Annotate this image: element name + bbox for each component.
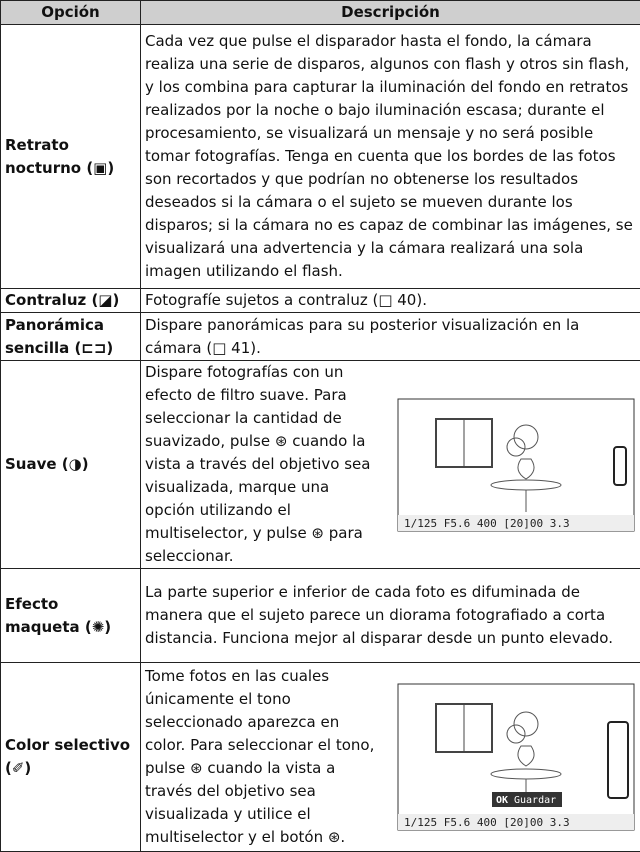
row: Color selectivo (✐) Tome fotos en las cu… <box>1 663 640 852</box>
option: Color selectivo (✐) <box>1 663 141 852</box>
header-row: Opción Descripción <box>1 1 640 25</box>
option: Efecto maqueta (✺) <box>1 569 141 663</box>
description-cell: Tome fotos en las cuales únicamente el t… <box>141 663 640 852</box>
row: Panorámica sencilla (⊏⊐) Dispare panorám… <box>1 313 640 361</box>
header-cell: Opción <box>1 1 141 25</box>
description: Fotografíe sujetos a contraluz (□ 40). <box>141 289 640 313</box>
option: Panorámica sencilla (⊏⊐) <box>1 313 141 361</box>
option: Retrato nocturno (▣) <box>1 25 141 289</box>
description: Dispare panorámicas para su posterior vi… <box>141 313 640 361</box>
button-action: Guardar <box>514 795 556 806</box>
description: Tome fotos en las cuales únicamente el t… <box>145 665 383 849</box>
description: Cada vez que pulse el disparador hasta e… <box>141 25 640 289</box>
status: 1/125 F5.6 400 [20]00 3.3 <box>404 816 570 829</box>
screen-illustration: 1/125 F5.6 400 [20]00 3.3 <box>396 397 636 533</box>
option: Contraluz (◪) <box>1 289 141 313</box>
row: Suave (◑) Dispare fotografías con un efe… <box>1 361 640 569</box>
status: 1/125 F5.6 400 [20]00 3.3 <box>404 517 570 530</box>
header-cell: Descripción <box>141 1 640 25</box>
button-label: OK <box>496 795 508 806</box>
page: Opción Descripción Retrato nocturno (▣) … <box>0 0 640 806</box>
row: Contraluz (◪) Fotografíe sujetos a contr… <box>1 289 640 313</box>
screen-frame <box>398 684 634 830</box>
screen-illustration: OK Guardar 1/125 F5.6 400 [20]00 3.3 <box>396 682 636 832</box>
option: Suave (◑) <box>1 361 141 569</box>
description: La parte superior e inferior de cada fot… <box>141 569 640 663</box>
description-cell: Dispare fotografías con un efecto de fil… <box>141 361 640 569</box>
row: Retrato nocturno (▣) Cada vez que pulse … <box>1 25 640 289</box>
row: Efecto maqueta (✺) La parte superior e i… <box>1 569 640 663</box>
screen-frame <box>398 399 634 531</box>
description: Dispare fotografías con un efecto de fil… <box>145 361 383 568</box>
